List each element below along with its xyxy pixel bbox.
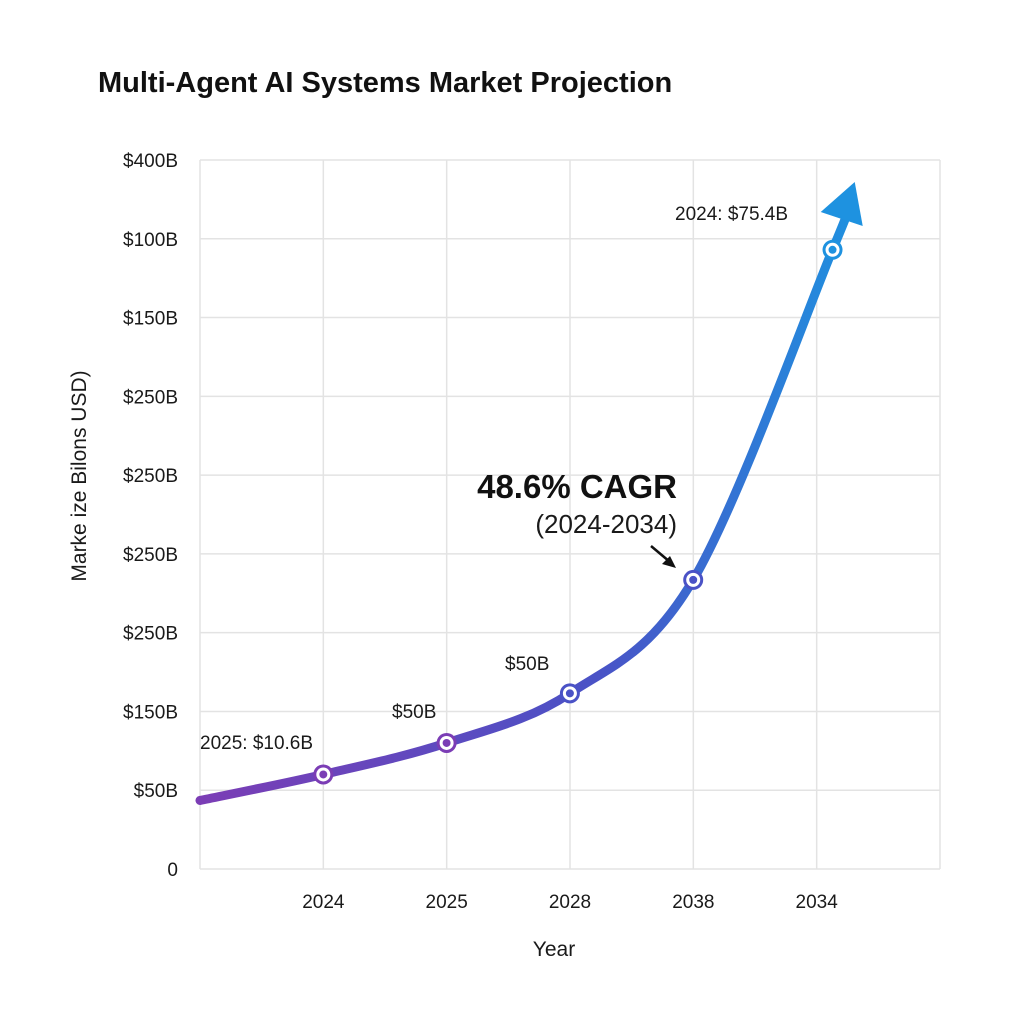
data-point [319,770,328,779]
x-tick-labels: 2024 2025 2028 2038 2034 [302,892,838,913]
cagr-arrow-icon [650,545,676,568]
data-point [828,245,837,254]
cagr-label: 48.6% CAGR [477,468,677,505]
y-tick-label: $400B [123,151,178,172]
y-tick-label: $250B [123,545,178,566]
y-tick-label: $50B [134,781,178,802]
chart-title: Multi-Agent AI Systems Market Projection [98,67,672,99]
y-tick-label: $250B [123,387,178,408]
y-tick-label: $150B [123,702,178,723]
x-tick-label: 2025 [426,892,468,913]
x-tick-label: 2038 [672,892,714,913]
data-point [442,738,451,747]
y-tick-label: $250B [123,624,178,645]
y-tick-labels: 0 $50B $150B $250B $250B $250B $250B $150B $100B… [123,151,178,881]
y-tick-label: 0 [167,860,178,881]
y-axis-label: Marke ize Bilons USD) [68,370,91,581]
x-tick-label: 2028 [549,892,591,913]
x-tick-label: 2024 [302,892,345,913]
y-tick-label: $150B [123,309,178,330]
annotation-point-2: $50B [392,702,436,723]
y-tick-label: $250B [123,466,178,487]
annotation-point-5: 2024: $75.4B [675,204,788,225]
x-axis-label: Year [533,938,575,961]
series-line [195,182,863,805]
data-point [689,575,698,584]
annotation-point-3: $50B [505,654,549,675]
arrowhead-icon [820,182,863,227]
annotation-point-1: 2025: $10.6B [200,733,313,754]
data-point [565,689,574,698]
x-tick-label: 2034 [796,892,839,913]
cagr-period-label: (2024-2034) [535,509,677,539]
y-tick-label: $100B [123,230,178,251]
